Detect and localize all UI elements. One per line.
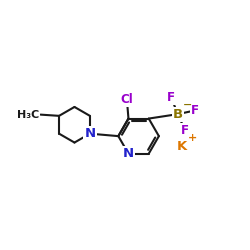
Text: B: B bbox=[173, 108, 183, 120]
Text: K: K bbox=[177, 140, 188, 153]
Text: −: − bbox=[183, 100, 192, 110]
Text: F: F bbox=[181, 124, 189, 137]
Text: H₃C: H₃C bbox=[17, 110, 39, 120]
Text: N: N bbox=[84, 127, 96, 140]
Text: N: N bbox=[123, 147, 134, 160]
Text: F: F bbox=[191, 104, 199, 117]
Text: +: + bbox=[188, 133, 198, 143]
Text: Cl: Cl bbox=[121, 93, 134, 106]
Text: F: F bbox=[167, 91, 175, 104]
